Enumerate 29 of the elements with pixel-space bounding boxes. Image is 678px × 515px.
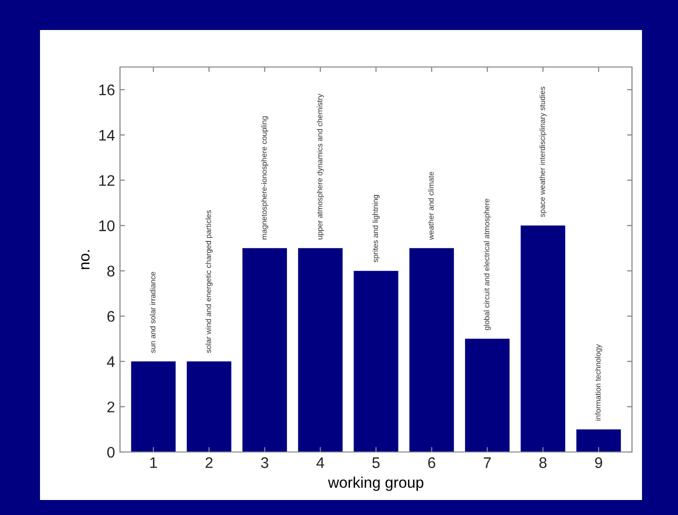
y-tick-label: 6 — [107, 310, 114, 322]
y-tick-label: 0 — [107, 446, 115, 458]
bar — [409, 248, 454, 452]
bar — [576, 429, 621, 452]
y-tick-label: 12 — [99, 175, 114, 186]
bar — [520, 226, 566, 452]
y-tick-label: 8 — [107, 266, 114, 277]
y-tick-label: 16 — [99, 84, 114, 96]
x-tick-label: 5 — [372, 457, 380, 468]
bar — [298, 248, 343, 452]
x-tick-label: 6 — [428, 457, 436, 468]
x-tick-label: 2 — [206, 457, 213, 468]
x-tick-label: 9 — [595, 457, 602, 468]
bar — [354, 270, 398, 452]
bar — [186, 361, 232, 452]
bar — [242, 248, 287, 452]
y-tick-label: 14 — [99, 130, 115, 140]
y-tick-label: 2 — [107, 402, 114, 412]
y-axis-title: no. — [81, 250, 90, 270]
bar — [465, 338, 510, 452]
x-tick-label: 7 — [484, 457, 491, 468]
bar — [131, 361, 176, 452]
y-tick-label: 4 — [106, 356, 115, 367]
x-tick-label: 8 — [539, 457, 547, 468]
x-tick-label: 3 — [261, 457, 268, 468]
x-axis-title: working group — [328, 476, 424, 491]
x-tick-label: 4 — [316, 457, 324, 468]
x-tick-label: 1 — [150, 457, 157, 468]
y-tick-label: 10 — [99, 220, 115, 232]
